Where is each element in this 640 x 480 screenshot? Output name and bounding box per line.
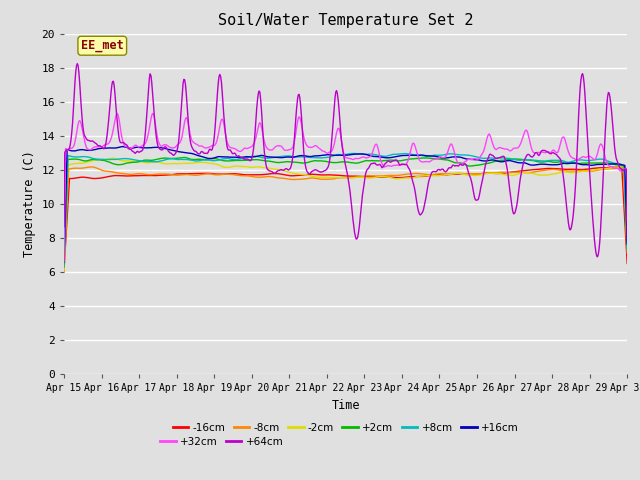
Line: +16cm: +16cm [64,146,627,262]
Legend: +32cm, +64cm: +32cm, +64cm [156,432,287,451]
+8cm [351,151,358,156]
+32cm [431,156,439,162]
+2cm [186,156,194,162]
+2cm [60,264,68,270]
-8cm [88,164,95,170]
-8cm [60,269,68,275]
+16cm [70,148,78,154]
-16cm [186,171,193,177]
-8cm [431,171,439,177]
-2cm [60,267,68,273]
-2cm [415,173,422,179]
Line: +64cm: +64cm [64,64,627,257]
+32cm [186,131,194,137]
+64cm [60,224,68,229]
+8cm [431,152,439,158]
+32cm [113,110,121,116]
-8cm [623,251,631,256]
-16cm [70,175,78,181]
-2cm [431,173,439,179]
-2cm [70,161,78,167]
Line: -8cm: -8cm [64,167,627,272]
Line: -16cm: -16cm [64,167,627,270]
+16cm [60,259,68,265]
-16cm [60,267,68,273]
+64cm [70,93,78,98]
+2cm [623,246,631,252]
+16cm [216,154,224,159]
+2cm [128,159,136,165]
+64cm [593,254,601,260]
-8cm [70,165,78,171]
Line: +8cm: +8cm [64,154,627,264]
Line: +2cm: +2cm [64,157,627,267]
+64cm [129,148,137,154]
+8cm [186,157,193,163]
+16cm [623,241,631,247]
+32cm [70,142,78,148]
+2cm [415,156,422,161]
+16cm [129,145,137,151]
-8cm [216,172,224,178]
Title: Soil/Water Temperature Set 2: Soil/Water Temperature Set 2 [218,13,474,28]
+32cm [60,258,68,264]
-2cm [216,163,224,168]
+32cm [623,217,631,223]
-16cm [618,164,625,169]
-16cm [128,173,136,179]
+32cm [415,156,422,162]
+16cm [119,144,127,149]
+2cm [180,155,188,160]
+8cm [215,157,223,163]
-2cm [129,158,137,164]
-8cm [129,171,137,177]
+2cm [70,156,78,162]
-16cm [623,261,631,266]
Y-axis label: Temperature (C): Temperature (C) [23,151,36,257]
Text: EE_met: EE_met [81,39,124,52]
-2cm [623,247,631,252]
+8cm [128,156,136,162]
+32cm [216,123,224,129]
+64cm [431,169,439,175]
+2cm [431,156,439,162]
+64cm [623,235,631,241]
+16cm [186,150,194,156]
+8cm [623,247,631,252]
+64cm [186,137,194,143]
+16cm [431,154,439,159]
Line: -2cm: -2cm [64,158,627,270]
+64cm [216,72,224,77]
-2cm [186,160,194,166]
-8cm [415,171,422,177]
+8cm [415,152,422,158]
X-axis label: Time: Time [332,399,360,412]
Line: +32cm: +32cm [64,113,627,261]
+64cm [74,61,81,67]
-2cm [109,156,117,161]
+64cm [415,210,422,216]
+2cm [216,157,224,163]
-16cm [414,174,422,180]
-16cm [431,172,438,178]
+16cm [415,152,422,158]
-16cm [215,171,223,177]
+8cm [60,262,68,267]
-8cm [186,172,194,178]
+8cm [70,154,78,160]
+32cm [129,144,137,150]
